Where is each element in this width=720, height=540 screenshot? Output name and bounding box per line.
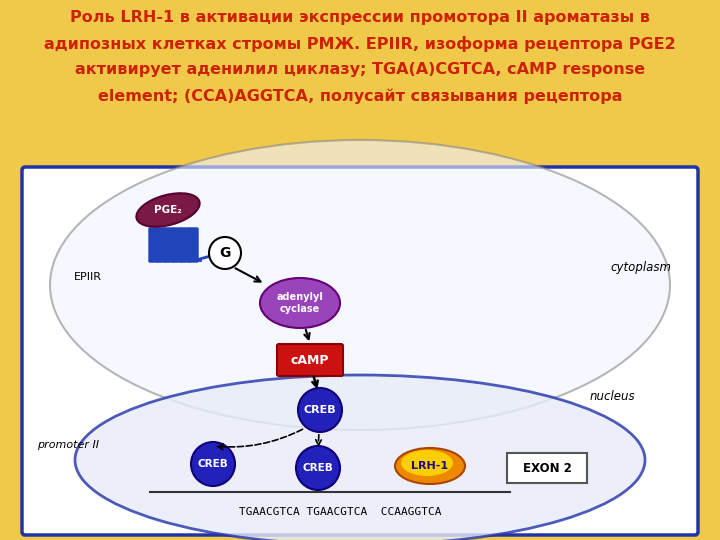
- Text: активирует аденилил циклазу; TGA(A)CGTCA, cAMP response: активирует аденилил циклазу; TGA(A)CGTCA…: [75, 62, 645, 77]
- FancyBboxPatch shape: [181, 227, 191, 262]
- Text: promoter II: promoter II: [37, 440, 99, 450]
- Text: element; (CCA)AGGTCA, полусайт связывания рецептора: element; (CCA)AGGTCA, полусайт связывани…: [98, 88, 622, 104]
- FancyBboxPatch shape: [277, 344, 343, 376]
- Text: EPIIR: EPIIR: [74, 272, 102, 282]
- Text: G: G: [220, 246, 230, 260]
- Ellipse shape: [395, 448, 465, 484]
- Text: адипозных клетках стромы РМЖ. EPIIR, изоформа рецептора PGE2: адипозных клетках стромы РМЖ. EPIIR, изо…: [44, 36, 676, 52]
- Text: EXON 2: EXON 2: [523, 462, 572, 475]
- Circle shape: [296, 446, 340, 490]
- Circle shape: [298, 388, 342, 432]
- Ellipse shape: [50, 140, 670, 430]
- Text: cyclase: cyclase: [280, 304, 320, 314]
- Text: nucleus: nucleus: [590, 390, 636, 403]
- Text: Роль LRH-1 в активации экспрессии промотора II ароматазы в: Роль LRH-1 в активации экспрессии промот…: [70, 10, 650, 25]
- FancyBboxPatch shape: [156, 227, 166, 262]
- Circle shape: [209, 237, 241, 269]
- Text: TGAACGTCA TGAACGTCA  CCAAGGTCA: TGAACGTCA TGAACGTCA CCAAGGTCA: [239, 507, 441, 517]
- FancyBboxPatch shape: [148, 227, 158, 262]
- Text: CREB: CREB: [304, 405, 336, 415]
- Text: adenylyl: adenylyl: [276, 292, 323, 302]
- Text: CREB: CREB: [302, 463, 333, 473]
- Text: cytoplasm: cytoplasm: [610, 261, 671, 274]
- Ellipse shape: [260, 278, 340, 328]
- Text: CREB: CREB: [197, 459, 228, 469]
- FancyBboxPatch shape: [189, 227, 199, 262]
- Text: PGE₂: PGE₂: [154, 205, 182, 215]
- FancyBboxPatch shape: [507, 453, 587, 483]
- FancyBboxPatch shape: [173, 227, 182, 262]
- FancyBboxPatch shape: [164, 227, 174, 262]
- Ellipse shape: [75, 375, 645, 540]
- Ellipse shape: [401, 450, 453, 476]
- FancyBboxPatch shape: [22, 167, 698, 535]
- Text: LRH-1: LRH-1: [411, 461, 449, 471]
- Text: cAMP: cAMP: [291, 354, 329, 367]
- Circle shape: [191, 442, 235, 486]
- Ellipse shape: [136, 193, 199, 227]
